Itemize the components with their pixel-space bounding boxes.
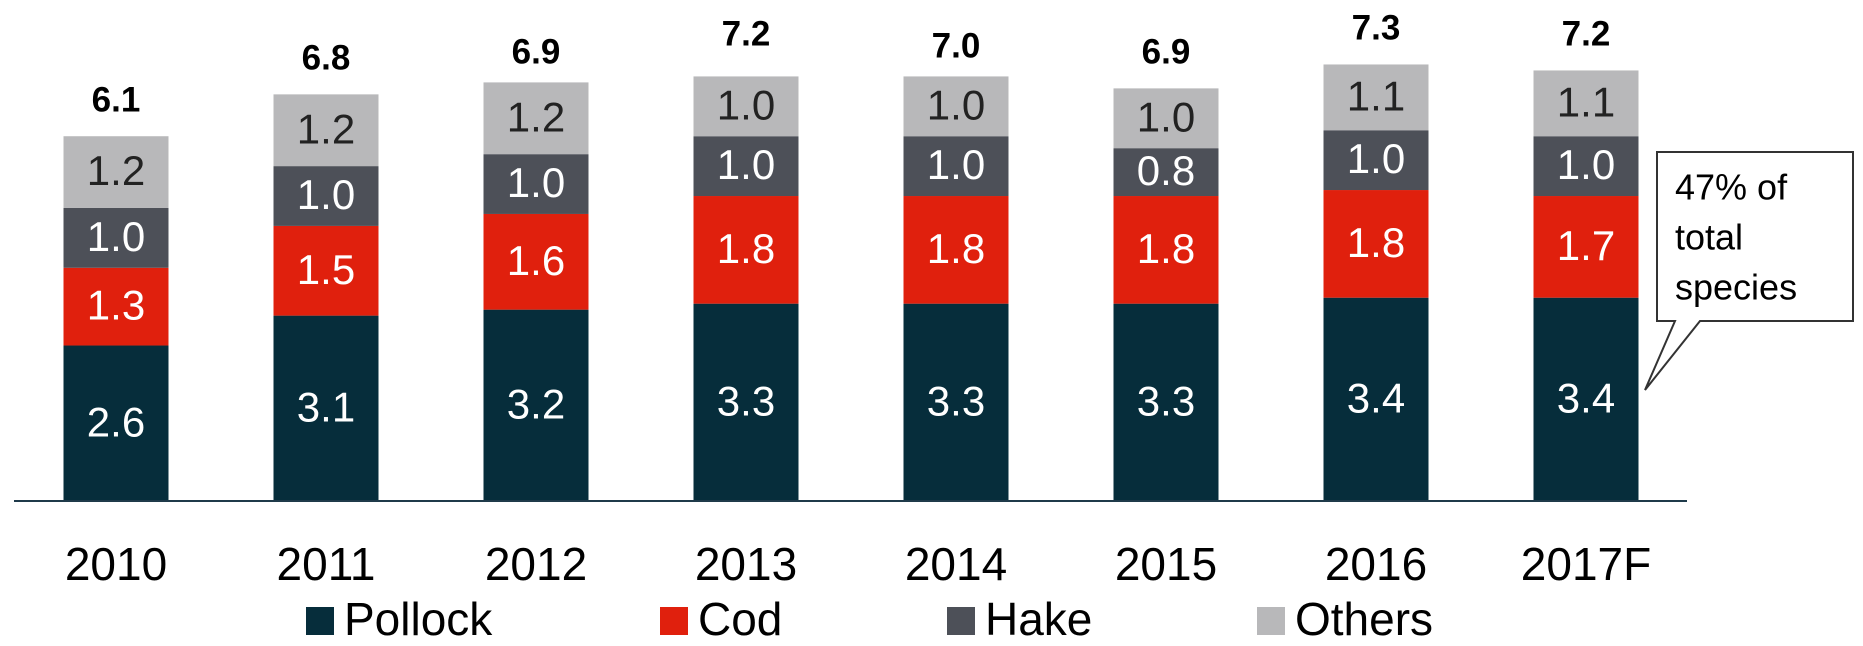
x-tick-label: 2015 bbox=[1115, 538, 1217, 590]
bar-segment bbox=[1323, 64, 1429, 131]
total-label: 6.1 bbox=[92, 80, 141, 119]
total-label: 6.9 bbox=[512, 33, 561, 72]
bar-segment bbox=[273, 315, 379, 501]
legend-label: Cod bbox=[698, 593, 782, 645]
bar-segment bbox=[1113, 196, 1219, 304]
bar-segment bbox=[483, 309, 589, 501]
segment-label: 1.3 bbox=[87, 282, 145, 329]
bar-segment bbox=[483, 213, 589, 310]
segment-label: 1.0 bbox=[927, 141, 985, 188]
segment-label: 1.2 bbox=[507, 93, 565, 140]
bar-segment bbox=[693, 196, 799, 304]
bar-segment bbox=[1533, 136, 1639, 197]
bar-segment bbox=[1113, 148, 1219, 197]
segment-label: 1.8 bbox=[1137, 225, 1195, 272]
segment-label: 1.0 bbox=[507, 159, 565, 206]
legend-label: Pollock bbox=[344, 593, 493, 645]
segment-label: 3.3 bbox=[1137, 377, 1195, 424]
x-tick-label: 2014 bbox=[905, 538, 1007, 590]
annotation: total bbox=[1675, 217, 1743, 258]
bar-segment bbox=[903, 76, 1009, 137]
bar-segment bbox=[1113, 303, 1219, 501]
bar-segment bbox=[63, 345, 169, 501]
legend-label: Others bbox=[1295, 593, 1433, 645]
legend-swatch bbox=[306, 607, 334, 635]
total-label: 7.2 bbox=[1562, 15, 1611, 54]
x-tick-label: 2010 bbox=[65, 538, 167, 590]
segment-label: 3.3 bbox=[717, 377, 775, 424]
segment-label: 1.6 bbox=[507, 237, 565, 284]
segment-label: 1.0 bbox=[1137, 93, 1195, 140]
segment-label: 3.4 bbox=[1347, 374, 1405, 421]
segment-label: 1.8 bbox=[927, 225, 985, 272]
x-tick-label: 2013 bbox=[695, 538, 797, 590]
total-label: 7.3 bbox=[1352, 9, 1401, 48]
x-tick-label: 2011 bbox=[277, 538, 376, 590]
bar-segment bbox=[63, 207, 169, 268]
bar-segment bbox=[483, 82, 589, 155]
bar-segment bbox=[1533, 297, 1639, 501]
segment-label: 2.6 bbox=[87, 398, 145, 445]
segment-label: 1.7 bbox=[1557, 222, 1615, 269]
bar-segment bbox=[693, 136, 799, 197]
bar-segment bbox=[1113, 88, 1219, 149]
legend-swatch bbox=[1257, 607, 1285, 635]
annotation: species bbox=[1675, 267, 1797, 308]
bar-segment bbox=[903, 136, 1009, 197]
bar-segment bbox=[273, 225, 379, 316]
total-label: 7.2 bbox=[722, 15, 771, 54]
segment-label: 0.8 bbox=[1137, 147, 1195, 194]
segment-label: 1.1 bbox=[1347, 72, 1405, 119]
segment-label: 1.0 bbox=[717, 81, 775, 128]
legend-swatch bbox=[660, 607, 688, 635]
bar-segment bbox=[693, 76, 799, 137]
x-tick-label: 2016 bbox=[1325, 538, 1427, 590]
bar-segment bbox=[273, 166, 379, 226]
legend-swatch bbox=[947, 607, 975, 635]
bar-segment bbox=[273, 94, 379, 167]
total-label: 6.9 bbox=[1142, 33, 1191, 72]
segment-label: 1.8 bbox=[717, 225, 775, 272]
bar-segment bbox=[1533, 70, 1639, 137]
segment-label: 1.0 bbox=[297, 171, 355, 218]
segment-label: 1.0 bbox=[87, 213, 145, 260]
segment-label: 3.2 bbox=[507, 380, 565, 427]
bar-segment bbox=[1533, 196, 1639, 298]
callout-box bbox=[1644, 151, 1854, 391]
segment-label: 1.5 bbox=[297, 246, 355, 293]
segment-label: 1.8 bbox=[1347, 219, 1405, 266]
bar-segment bbox=[63, 136, 169, 208]
x-tick-label: 2012 bbox=[485, 538, 587, 590]
segment-label: 1.0 bbox=[1557, 141, 1615, 188]
bar-segment bbox=[1323, 297, 1429, 501]
total-label: 7.0 bbox=[932, 27, 981, 66]
segment-label: 3.3 bbox=[927, 377, 985, 424]
x-tick-label: 2017F bbox=[1521, 538, 1651, 590]
bar-segment bbox=[1323, 130, 1429, 191]
segment-label: 1.2 bbox=[87, 147, 145, 194]
segment-label: 1.0 bbox=[927, 81, 985, 128]
total-label: 6.8 bbox=[302, 39, 351, 78]
segment-label: 3.4 bbox=[1557, 374, 1615, 421]
bar-segment bbox=[1323, 190, 1429, 298]
legend-label: Hake bbox=[985, 593, 1092, 645]
bar-segment bbox=[693, 303, 799, 501]
segment-label: 1.0 bbox=[1347, 135, 1405, 182]
annotation: 47% of bbox=[1675, 167, 1788, 208]
bar-segment bbox=[903, 303, 1009, 501]
segment-label: 3.1 bbox=[297, 383, 355, 430]
segment-label: 1.0 bbox=[717, 141, 775, 188]
bar-segment bbox=[63, 267, 169, 346]
segment-label: 1.1 bbox=[1557, 78, 1615, 125]
bar-segment bbox=[483, 154, 589, 214]
bar-segment bbox=[903, 196, 1009, 304]
segment-label: 1.2 bbox=[297, 105, 355, 152]
